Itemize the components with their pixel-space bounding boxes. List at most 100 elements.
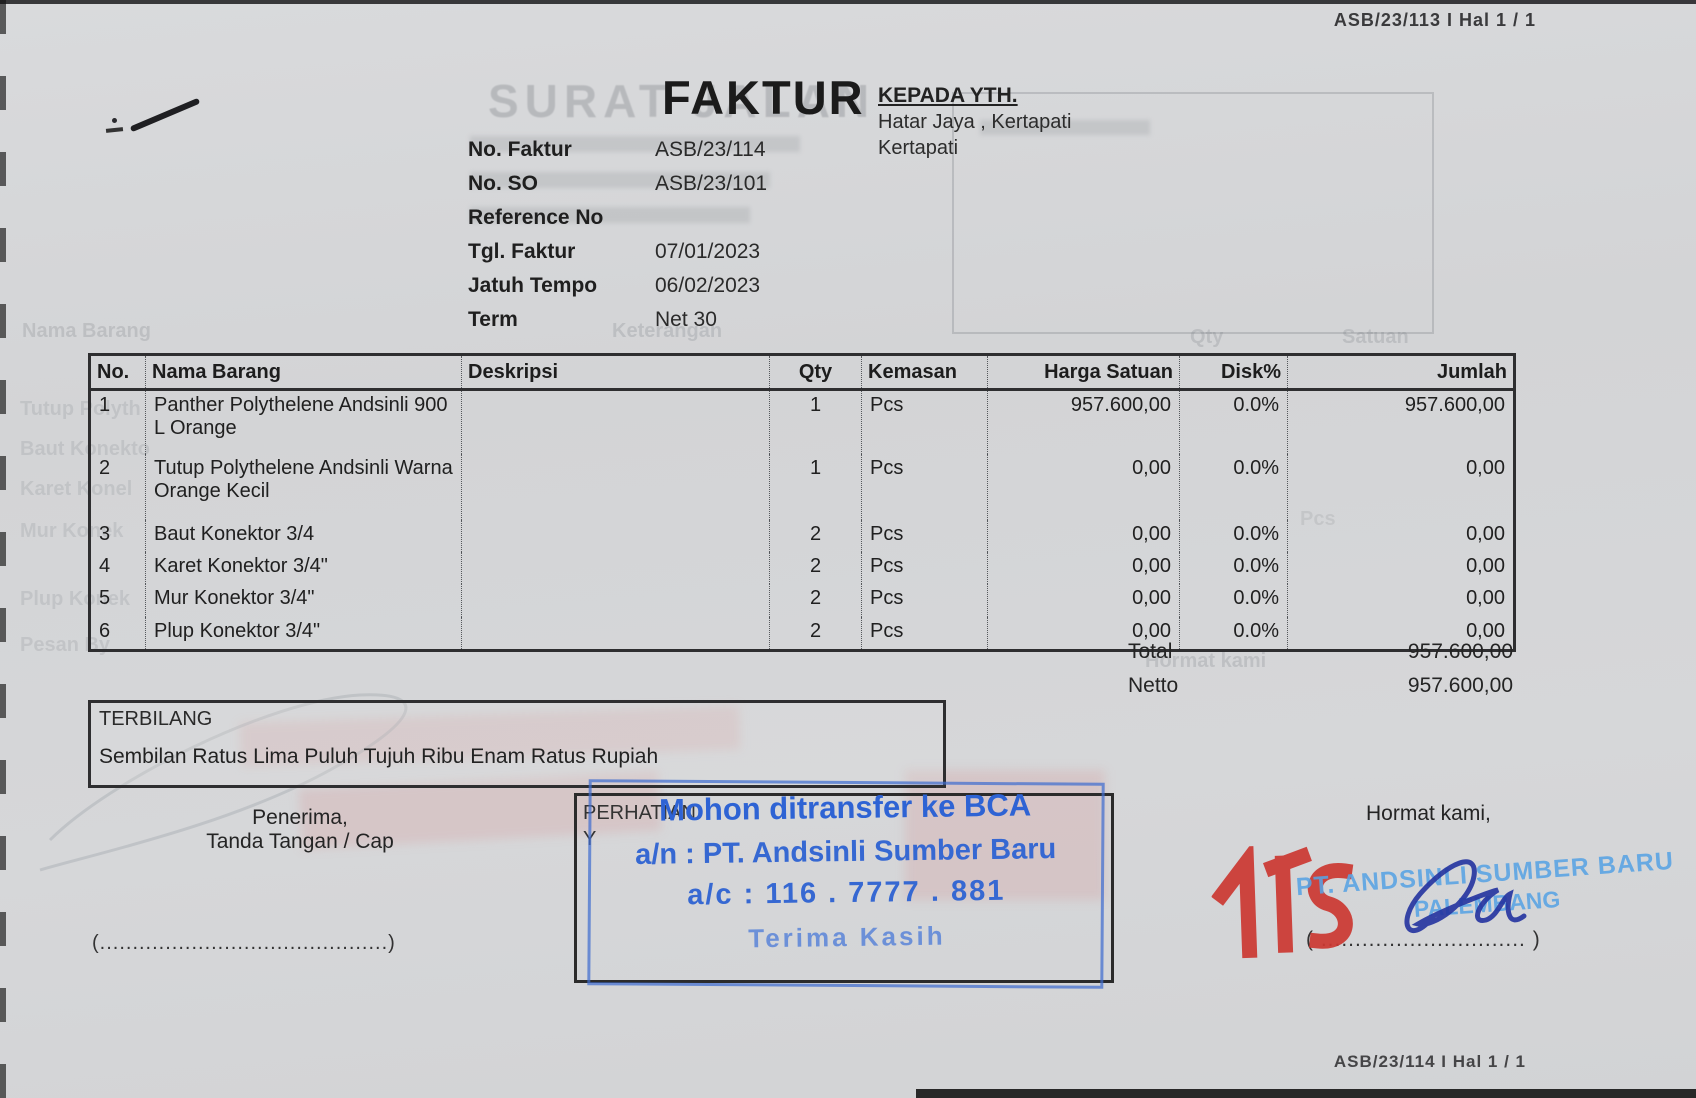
terbilang-label: TERBILANG [99, 708, 213, 730]
terbilang-text: Sembilan Ratus Lima Puluh Tujuh Ribu Ena… [99, 745, 659, 768]
bank-stamp-line2: a/n : PT. Andsinli Sumber Baru [634, 833, 1057, 871]
cell-deskripsi [461, 551, 770, 584]
cell-jumlah: 0,00 [1287, 453, 1515, 520]
ghost-header-keterangan: Keterangan [612, 320, 723, 342]
bank-stamp-line3: a/c : 116 . 7777 . 881 [687, 874, 1006, 912]
cell-jumlah: 0,00 [1287, 519, 1515, 552]
cell-disk: 0.0% [1179, 551, 1288, 584]
total-label: Total [1128, 640, 1173, 663]
cell-no: 5 [99, 586, 111, 609]
table-row: 3 Baut Konektor 3/4 2 Pcs 0,00 0.0% 0,00 [90, 519, 1515, 552]
cell-no: 1 [99, 394, 111, 416]
netto-value: 957.600,00 [1407, 674, 1513, 697]
cell-qty: 1 [769, 453, 862, 520]
receiver-signature-block: Penerima, Tanda Tangan / Cap [150, 806, 450, 854]
column-header-no: No. [89, 354, 146, 391]
cell-harga: 0,00 [987, 519, 1180, 552]
meta-row: Tgl. Faktur 07/01/2023 [468, 240, 767, 274]
attention-printed-label: PERHATIAN [583, 802, 696, 824]
invoice-table-body: 1 Panther Polythelene Andsinli 900 L Oran… [90, 389, 1515, 651]
meta-label: Jatuh Tempo [468, 274, 598, 297]
ghost-red-stamp [905, 770, 1105, 900]
column-header-deskripsi: Deskripsi [461, 354, 770, 391]
cell-deskripsi [461, 583, 770, 617]
meta-row: Jatuh Tempo 06/02/2023 [468, 274, 767, 308]
bank-stamp-line1: Mohon ditransfer ke BCA [658, 787, 1032, 828]
scan-edge-top [0, 0, 1696, 4]
ghost-margin-item: Tutup Polyth [20, 398, 141, 420]
receiver-line1: Penerima, [252, 806, 348, 829]
meta-row: Term Net 30 [468, 308, 767, 342]
cell-kemasan: Pcs [861, 551, 988, 584]
table-row: 1 Panther Polythelene Andsinli 900 L Oran… [90, 389, 1515, 454]
recipient-label: KEPADA YTH. [878, 84, 1018, 107]
column-header-harga: Harga Satuan [987, 354, 1180, 391]
netto-label: Netto [1128, 674, 1179, 697]
cell-jumlah: 0,00 [1287, 583, 1515, 617]
totals-block: Total 957.600,00 Netto 957.600,00 [1128, 640, 1513, 708]
staple-dot [112, 118, 117, 123]
cell-nama: Plup Konektor 3/4" [145, 616, 462, 651]
meta-label: Term [468, 308, 518, 331]
meta-value: ASB/23/101 [655, 172, 768, 195]
cell-nama: Karet Konektor 3/4" [145, 551, 462, 584]
cell-nama: Tutup Polythelene Andsinli Warna Orange … [145, 453, 462, 520]
cell-qty: 2 [769, 551, 862, 584]
ghost-reverse-title: SURAT JALAN [488, 75, 876, 127]
column-header-disk: Disk% [1179, 354, 1288, 391]
attention-printed-y: Y [583, 828, 597, 850]
cell-kemasan: Pcs [861, 583, 988, 617]
meta-label: Reference No [468, 206, 604, 229]
invoice-meta: No. Faktur ASB/23/114 No. SO ASB/23/101 Refe… [468, 138, 767, 342]
page-reference-top: ASB/23/113 I Hal 1 / 1 [1333, 10, 1536, 30]
cell-jumlah: 0,00 [1287, 616, 1515, 651]
cell-no: 6 [99, 619, 111, 642]
column-header-jumlah: Jumlah [1287, 354, 1515, 391]
meta-value: 06/02/2023 [655, 274, 761, 297]
cell-jumlah: 957.600,00 [1287, 389, 1515, 454]
total-value: 957.600,00 [1407, 640, 1513, 663]
column-header-qty: Qty [769, 354, 862, 391]
company-logo-stamp [1211, 842, 1354, 959]
document-title: FAKTUR [662, 71, 865, 124]
recipient-line1: Hatar Jaya , Kertapati [878, 111, 1072, 133]
recipient-line2: Kertapati [878, 137, 959, 159]
cell-disk: 0.0% [1179, 519, 1288, 552]
ghost-header-satuan: Satuan [1342, 326, 1409, 348]
ghost-header-qty: Qty [1190, 326, 1224, 348]
cell-harga: 0,00 [987, 616, 1180, 651]
scan-edge-left [0, 0, 6, 1098]
attention-box: PERHATIAN Y [574, 793, 1114, 983]
ghost-bar [470, 172, 770, 188]
ghost-bar [470, 136, 800, 152]
cell-no: 4 [99, 554, 111, 577]
meta-value: 07/01/2023 [655, 240, 761, 263]
cell-qty: 2 [769, 519, 862, 552]
cell-qty: 2 [769, 616, 862, 651]
cell-kemasan: Pcs [861, 389, 988, 454]
cell-no: 3 [99, 522, 111, 545]
cell-harga: 957.600,00 [987, 389, 1180, 454]
column-header-nama: Nama Barang [145, 354, 462, 391]
meta-label: Tgl. Faktur [468, 240, 576, 263]
table-header-row: No. Nama Barang Deskripsi Qty Kemasan Harga S… [89, 354, 1515, 391]
terbilang-box: TERBILANG Sembilan Ratus Lima Puluh Tuju… [88, 700, 946, 788]
receiver-line2: Tanda Tangan / Cap [206, 830, 394, 853]
hormat-kami-label: Hormat kami, [1366, 802, 1491, 825]
meta-value: ASB/23/114 [655, 138, 766, 161]
ghost-margin-item: Plup Konek [20, 588, 131, 610]
ghost-hormat-kami: Hormat kami [1145, 650, 1267, 672]
cell-nama: Panther Polythelene Andsinli 900 L Orang… [145, 389, 462, 454]
ghost-header-nama: Nama Barang [22, 320, 151, 342]
receiver-signature-line: (.......................................… [92, 932, 396, 954]
ghost-bar [980, 120, 1150, 135]
cell-qty: 2 [769, 583, 862, 617]
ghost-margin-item: Pesan By [20, 634, 111, 656]
table-row: 5 Mur Konektor 3/4" 2 Pcs 0,00 0.0% 0,00 [90, 583, 1515, 617]
meta-row: No. SO ASB/23/101 [468, 172, 767, 206]
cell-deskripsi [461, 453, 770, 520]
company-signature-line: ( .............................. ) [1306, 928, 1541, 951]
ghost-margin-item: Baut Konekto [20, 438, 150, 460]
column-header-kemasan: Kemasan [861, 354, 988, 391]
cell-disk: 0.0% [1179, 453, 1288, 520]
